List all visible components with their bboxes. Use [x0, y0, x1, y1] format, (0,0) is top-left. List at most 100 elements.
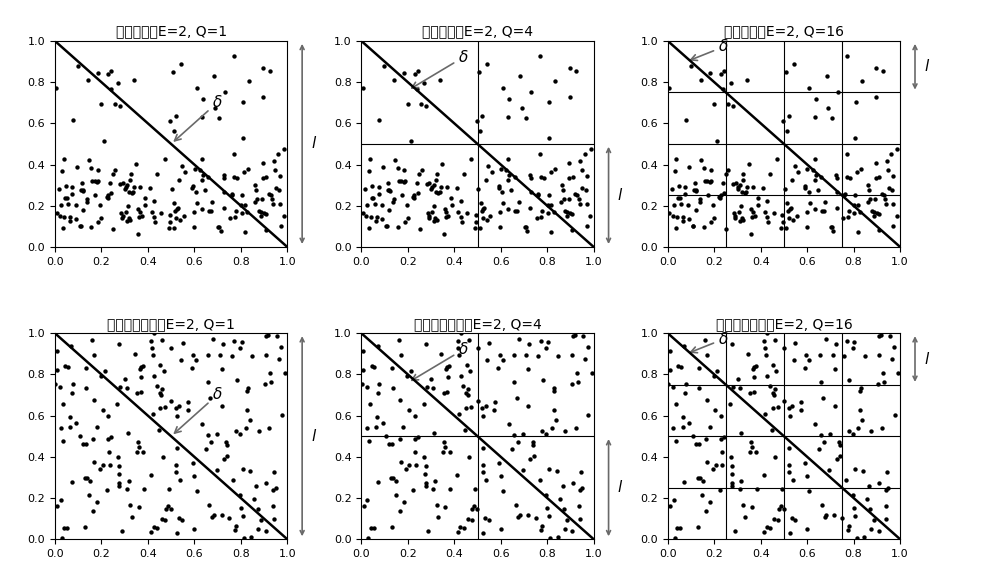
Point: [70, 61, 86, 70]
Point: [194, 176, 210, 185]
Point: [681, 419, 697, 428]
Point: [393, 350, 409, 360]
Point: [232, 491, 248, 500]
Point: [186, 524, 202, 534]
Point: [724, 461, 740, 471]
Point: [468, 210, 484, 220]
Point: [410, 66, 426, 75]
Point: [263, 378, 279, 387]
Point: [110, 78, 126, 87]
Point: [570, 378, 586, 387]
Point: [815, 393, 831, 403]
Point: [380, 185, 396, 195]
Point: [810, 185, 826, 195]
Point: [247, 197, 263, 207]
Point: [273, 342, 289, 352]
Point: [864, 206, 880, 216]
Point: [396, 69, 412, 78]
Point: [725, 180, 741, 189]
Point: [765, 403, 781, 413]
Point: [250, 524, 266, 534]
Point: [709, 136, 725, 145]
Point: [83, 222, 99, 231]
Point: [533, 212, 549, 222]
Point: [506, 431, 522, 440]
Point: [745, 207, 761, 217]
Point: [82, 476, 98, 485]
Point: [185, 350, 201, 360]
Point: [430, 512, 446, 522]
Point: [509, 206, 525, 216]
Point: [475, 529, 491, 538]
Point: [564, 225, 580, 234]
Point: [407, 412, 423, 421]
Point: [713, 434, 729, 444]
Point: [429, 215, 445, 224]
Point: [666, 496, 682, 505]
Point: [834, 513, 850, 522]
Point: [770, 516, 786, 525]
Point: [171, 402, 187, 411]
Point: [458, 403, 474, 413]
Point: [703, 218, 719, 227]
Point: [358, 211, 374, 220]
Point: [880, 483, 896, 493]
Point: [739, 182, 755, 191]
Point: [730, 184, 746, 193]
Point: [226, 51, 242, 60]
Point: [676, 341, 692, 350]
Point: [849, 168, 865, 177]
Point: [799, 222, 815, 231]
Point: [688, 206, 704, 215]
Point: [859, 494, 875, 503]
Point: [62, 412, 78, 421]
Point: [355, 208, 371, 217]
Point: [675, 217, 691, 226]
Point: [219, 451, 235, 461]
Point: [246, 494, 262, 503]
Point: [364, 362, 380, 371]
Point: [367, 199, 383, 209]
Point: [824, 113, 840, 122]
Point: [733, 429, 749, 438]
Point: [163, 504, 179, 513]
Point: [68, 419, 84, 428]
Point: [271, 354, 287, 363]
Point: [438, 207, 454, 217]
Point: [546, 387, 562, 396]
Point: [261, 423, 277, 432]
Point: [797, 363, 813, 372]
Point: [122, 215, 138, 224]
Point: [267, 165, 283, 175]
Point: [860, 180, 876, 189]
Point: [549, 466, 565, 476]
Point: [762, 524, 778, 533]
Point: [119, 180, 135, 190]
Point: [739, 76, 755, 85]
Point: [107, 165, 123, 174]
Point: [188, 355, 204, 364]
Point: [416, 452, 432, 462]
Point: [841, 427, 857, 436]
Point: [574, 483, 590, 493]
Point: [131, 442, 147, 451]
Point: [450, 207, 466, 217]
Point: [828, 340, 844, 349]
Point: [887, 410, 903, 420]
Point: [841, 375, 857, 384]
Point: [845, 491, 861, 500]
Point: [776, 343, 792, 353]
Point: [839, 51, 855, 60]
Point: [735, 215, 751, 224]
Point: [668, 437, 684, 446]
Point: [816, 206, 832, 216]
Point: [814, 207, 830, 216]
Point: [68, 214, 84, 224]
Point: [713, 190, 729, 200]
Point: [538, 430, 554, 439]
Point: [63, 341, 79, 350]
Point: [427, 213, 443, 223]
Point: [113, 209, 129, 218]
Point: [381, 206, 397, 215]
Point: [124, 188, 140, 197]
